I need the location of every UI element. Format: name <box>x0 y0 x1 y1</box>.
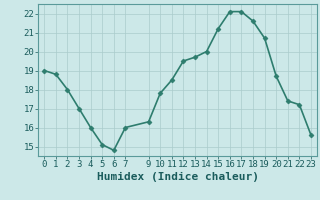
X-axis label: Humidex (Indice chaleur): Humidex (Indice chaleur) <box>97 172 259 182</box>
